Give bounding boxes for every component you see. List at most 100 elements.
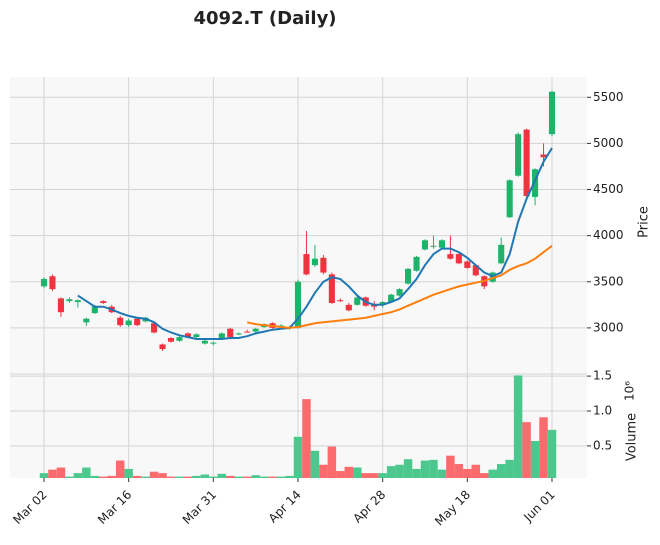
volume-bar (446, 455, 455, 478)
candle-body (66, 299, 73, 302)
candle-body (184, 333, 191, 338)
volume-bar (496, 464, 506, 478)
candle-body (540, 154, 547, 158)
volume-bar (107, 475, 116, 478)
y-tick-label: 5500 (593, 90, 624, 104)
moving-average-line (77, 147, 553, 340)
x-tick-label: Apr 28 (350, 488, 388, 526)
candle-body (455, 254, 462, 264)
moving-average-line (246, 245, 553, 329)
candle-body (498, 244, 505, 264)
volume-bar (175, 476, 184, 478)
x-tick-label: Mar 02 (10, 488, 49, 527)
volume-bar (141, 476, 150, 478)
candle-body (218, 333, 225, 339)
volume-bar (353, 467, 362, 478)
volume-bar (293, 436, 303, 478)
volume-bar (437, 469, 447, 478)
candle-body (311, 258, 318, 266)
candle-body (91, 306, 98, 314)
candle-body (201, 340, 208, 344)
candle-body (438, 240, 445, 248)
volume-bar (480, 473, 489, 478)
candle-body (396, 289, 403, 296)
candle-body (210, 342, 217, 344)
volume-bar (420, 460, 430, 478)
volume-bar (395, 464, 404, 478)
volume-bar (124, 468, 133, 478)
candle-body (244, 331, 251, 333)
candle-body (303, 254, 310, 275)
volume-bar (403, 459, 413, 478)
candle-body (252, 328, 259, 332)
volume-bar (200, 474, 210, 478)
volume-bar (361, 473, 370, 478)
volume-bar (259, 476, 269, 478)
candle-body (159, 344, 166, 350)
candle-body (421, 240, 429, 250)
candle-body (134, 318, 141, 326)
candle-body (354, 297, 361, 305)
candle-body (83, 318, 90, 323)
volume-bar (132, 475, 142, 478)
volume-bar (429, 459, 438, 478)
volume-bar (209, 476, 218, 478)
volume-bar (539, 417, 548, 478)
volume-bar (412, 468, 421, 478)
volume-bar (217, 473, 227, 478)
candle-body (532, 169, 539, 197)
candle-body (117, 317, 124, 326)
y-tick-label: 3000 (593, 320, 624, 334)
candle-body (548, 91, 556, 135)
candle-body (464, 261, 471, 268)
volume-bar (454, 464, 464, 478)
candle-body (413, 256, 420, 271)
candle-body (447, 254, 454, 259)
candle-body (176, 337, 183, 341)
candle-body (167, 338, 175, 342)
candle-body (320, 257, 327, 273)
volume-bar (369, 473, 379, 478)
candle-body (430, 245, 437, 247)
y-tick-label: 3500 (593, 274, 624, 288)
volume-bar (226, 475, 235, 478)
volume-axis-label: Volume (625, 413, 640, 461)
volume-bar (522, 422, 531, 478)
candle-body (523, 129, 530, 196)
y-tick-label: 1.0 (593, 403, 612, 417)
volume-bar (149, 471, 159, 478)
y-tick-label: 1.5 (593, 369, 612, 383)
volume-bar (336, 471, 345, 478)
volume-bar (319, 464, 328, 478)
candle-body (388, 294, 395, 303)
candle-body (49, 276, 56, 290)
candle-body (151, 323, 158, 333)
chart-title: 4092.T (Daily) (193, 8, 336, 29)
candle-body (379, 302, 386, 305)
volume-bar (65, 476, 74, 478)
y-tick-label: 4000 (593, 228, 624, 242)
candle-body (235, 333, 242, 335)
volume-bar (234, 476, 243, 478)
volume-bar (530, 441, 540, 478)
y-axis-label: Price (637, 206, 652, 238)
volume-bar (99, 476, 108, 478)
candle-body (506, 180, 513, 218)
candle-body (345, 304, 352, 311)
volume-bar (463, 468, 472, 478)
candle-body (74, 300, 81, 303)
y-tick-label: 4500 (593, 182, 624, 196)
candle-body (100, 301, 107, 303)
x-tick-label: Jun 01 (520, 488, 557, 525)
volume-bar (73, 473, 83, 478)
x-tick-label: Mar 16 (95, 488, 134, 527)
volume-bar (268, 476, 277, 478)
volume-bar (158, 473, 167, 478)
volume-bar (378, 473, 387, 478)
volume-bar (90, 475, 100, 478)
candle-body (57, 298, 64, 313)
volume-bar (251, 475, 260, 478)
volume-bar (166, 476, 176, 478)
volume-bar (488, 469, 497, 478)
